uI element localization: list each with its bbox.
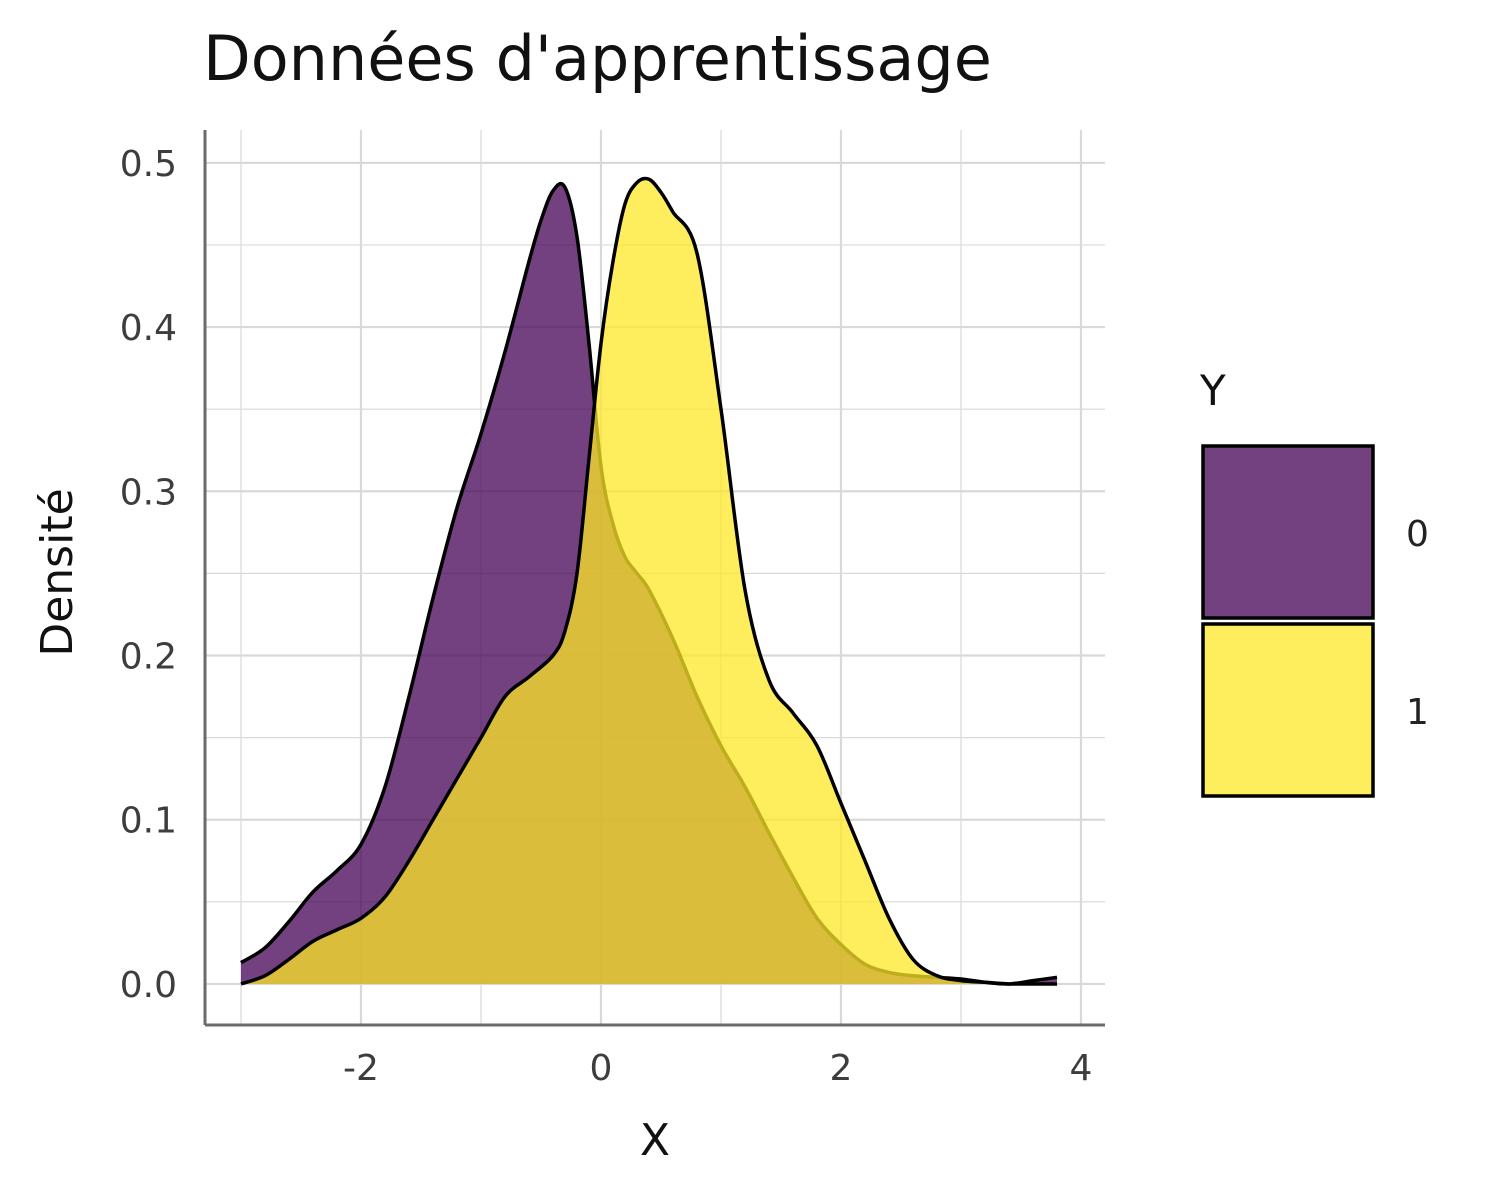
legend-key-1 bbox=[1201, 622, 1375, 798]
legend: Y 0 1 bbox=[1199, 366, 1429, 798]
density-outline-1 bbox=[240, 176, 1057, 986]
y-tick-label: 0.4 bbox=[120, 308, 177, 349]
density-series bbox=[240, 176, 1058, 986]
x-tick-label: -2 bbox=[343, 1048, 379, 1089]
legend-key-0 bbox=[1201, 444, 1375, 620]
y-tick-label: 0.0 bbox=[120, 965, 177, 1006]
x-tick-label: 4 bbox=[1070, 1048, 1093, 1089]
chart-title: Données d'apprentissage bbox=[203, 22, 992, 95]
y-axis-title: Densité bbox=[32, 488, 83, 656]
density-area-1 bbox=[241, 178, 1057, 985]
x-tick-label: 0 bbox=[590, 1048, 613, 1089]
legend-label-1: 1 bbox=[1406, 692, 1429, 733]
legend-title: Y bbox=[1199, 366, 1226, 415]
tick-labels: -2 0 2 4 0.0 0.1 0.2 0.3 0.4 0.5 bbox=[120, 144, 1093, 1089]
y-tick-label: 0.1 bbox=[120, 801, 177, 842]
y-tick-label: 0.3 bbox=[120, 472, 177, 513]
x-axis-title: X bbox=[640, 1115, 670, 1166]
y-tick-label: 0.5 bbox=[120, 144, 177, 185]
x-tick-label: 2 bbox=[830, 1048, 853, 1089]
legend-label-0: 0 bbox=[1406, 514, 1429, 555]
density-area-0 bbox=[241, 183, 1057, 984]
y-tick-label: 0.2 bbox=[120, 637, 177, 678]
axes bbox=[203, 130, 1105, 1027]
